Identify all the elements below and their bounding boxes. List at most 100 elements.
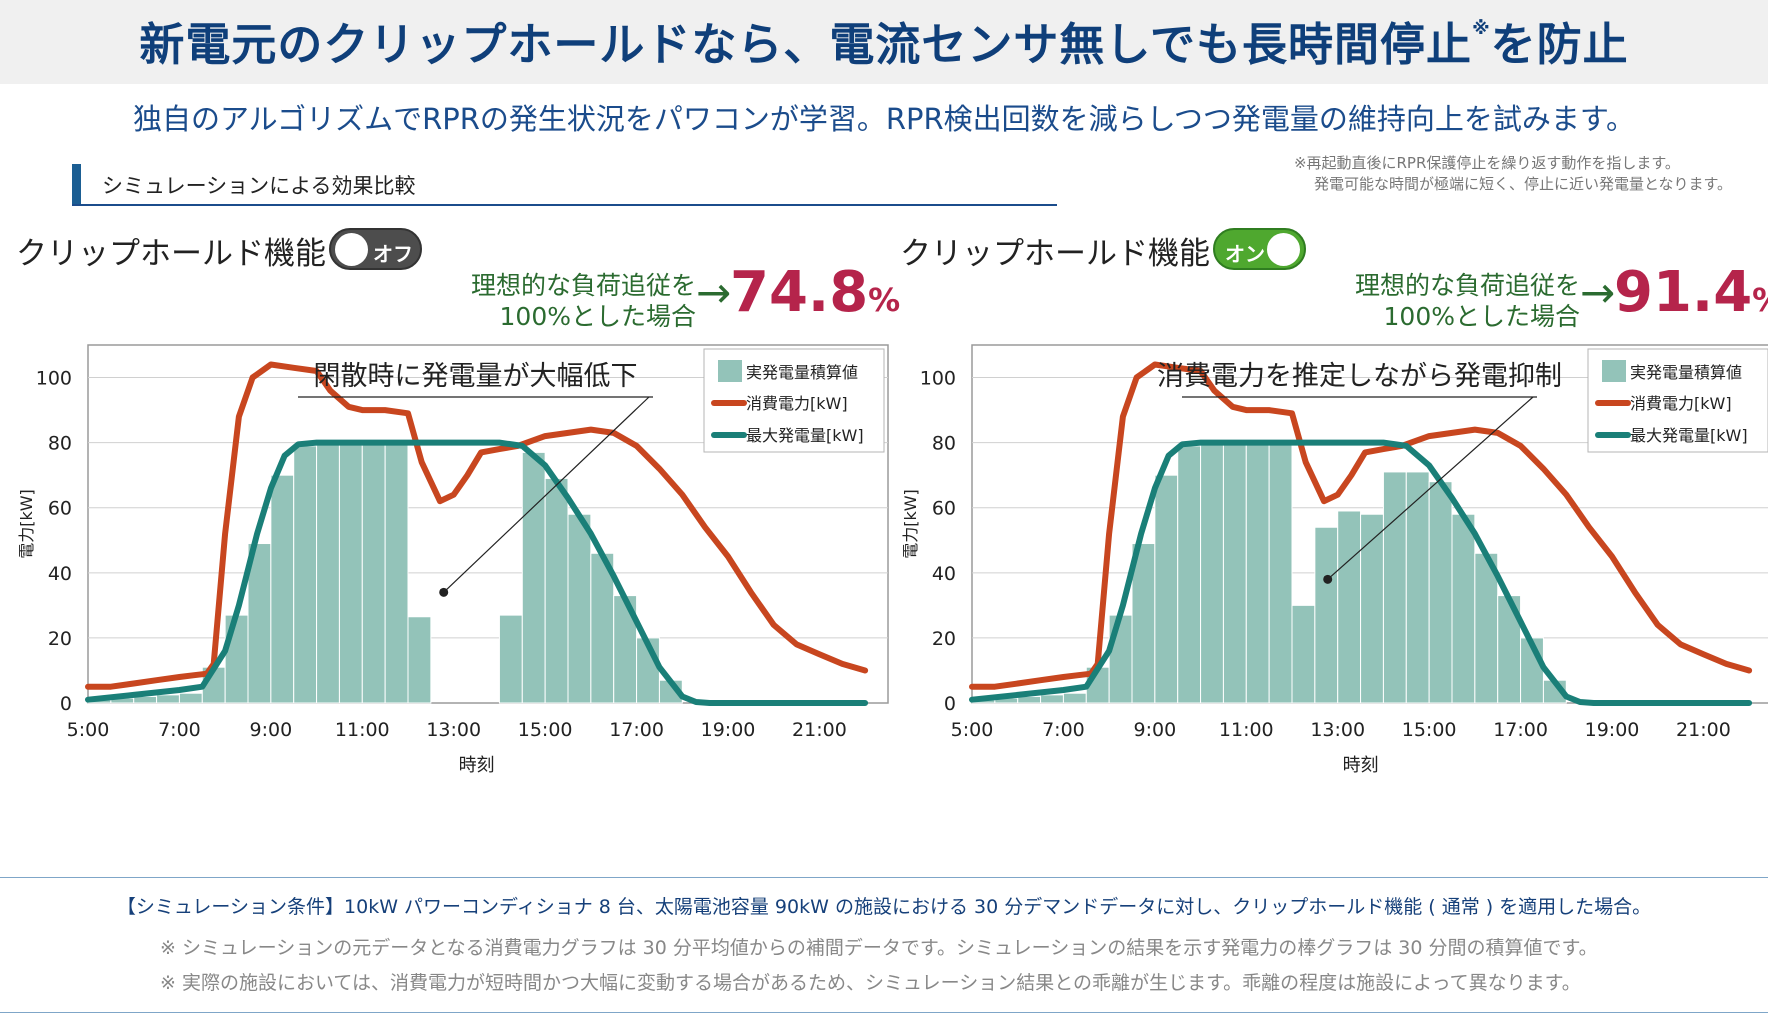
bar — [1451, 513, 1476, 704]
bar — [498, 614, 523, 704]
left-ratio-caption: 理想的な負荷追従を 100%とした場合 — [470, 271, 696, 331]
x-tick-label: 13:00 — [426, 719, 481, 741]
top-footnote-line1: ※再起動直後にRPR保護停止を繰り返す動作を指します。 — [1293, 154, 1680, 172]
left-chart: 0 20 40 60 80 100 5:00 7:00 9:00 11:00 13:00 15:00 1… — [0, 344, 889, 869]
right-function-label: クリップホールド機能 — [900, 236, 1210, 272]
y-tick-label: 20 — [48, 628, 72, 650]
x-axis-label: 時刻 — [1343, 755, 1379, 776]
toggle-label: オン — [1225, 242, 1265, 266]
legend-label: 実発電量積算値 — [746, 363, 858, 382]
bar — [1177, 445, 1202, 704]
legend-label: 最大発電量[kW] — [746, 426, 864, 445]
bar — [1062, 692, 1087, 704]
x-tick-label: 9:00 — [250, 719, 293, 741]
left-function-label: クリップホールド機能 — [16, 236, 326, 272]
bar — [1040, 694, 1064, 704]
simulation-condition: 【シミュレーション条件】10kW パワーコンディショナ 8 台、太陽電池容量 9… — [116, 896, 1652, 918]
y-tick-label: 40 — [48, 563, 72, 585]
bar — [384, 442, 409, 704]
y-tick-label: 0 — [60, 693, 72, 715]
annotation-leader — [1327, 396, 1534, 580]
annotation-leader — [443, 396, 650, 593]
right-ratio-value: 91.4% — [1614, 260, 1768, 325]
x-tick-label: 9:00 — [1134, 719, 1177, 741]
right-chart-svg: 0 20 40 60 80 100 5:00 7:00 9:00 11:00 13:00 15:00 1… — [901, 344, 1768, 776]
annotation-text: 消費電力を推定しながら発電抑制 — [1157, 361, 1562, 392]
x-tick-label: 11:00 — [335, 719, 390, 741]
footer-divider-top — [0, 877, 1768, 878]
y-tick-label: 100 — [920, 368, 956, 390]
legend-swatch-bar — [718, 360, 742, 382]
legend-label: 消費電力[kW] — [1630, 394, 1732, 413]
left-arrow-icon: → — [696, 268, 732, 317]
y-axis-label: 電力[kW] — [901, 489, 920, 559]
toggle-knob — [335, 233, 368, 266]
x-tick-label: 7:00 — [1042, 719, 1085, 741]
left-chart-svg: 0 20 40 60 80 100 5:00 7:00 9:00 11:00 13:00 15:00 1… — [17, 344, 889, 776]
y-tick-label: 20 — [932, 628, 956, 650]
page-subtitle: 独自のアルゴリズムでRPRの発生状況をパワコンが学習。RPR検出回数を減らしつつ… — [132, 102, 1636, 136]
y-axis-label: 電力[kW] — [17, 489, 36, 559]
legend-label: 最大発電量[kW] — [1630, 426, 1748, 445]
bar — [1222, 442, 1247, 704]
bar — [544, 477, 569, 704]
x-axis-label: 時刻 — [459, 755, 495, 776]
title-footnote-mark: ※ — [1472, 18, 1491, 39]
bar — [224, 614, 249, 704]
y-tick-label: 60 — [48, 498, 72, 520]
bar — [1154, 474, 1179, 704]
toggle-knob — [1267, 233, 1300, 266]
bar — [1428, 481, 1453, 704]
x-tick-label: 5:00 — [951, 719, 994, 741]
section-heading-label: シミュレーションによる効果比較 — [102, 174, 416, 198]
bar — [1360, 513, 1384, 704]
annotation-dot — [439, 587, 449, 597]
x-tick-label: 15:00 — [518, 719, 573, 741]
bar — [1200, 442, 1224, 704]
bar — [178, 692, 203, 704]
top-footnote-line2: 発電可能な時間が極端に短く、停止に近い発電量となります。 — [1313, 175, 1732, 193]
bar — [338, 442, 363, 704]
y-tick-label: 0 — [944, 693, 956, 715]
toggle-label: オフ — [373, 242, 413, 266]
x-tick-label: 11:00 — [1219, 719, 1274, 741]
section-heading: シミュレーションによる効果比較 — [72, 164, 1057, 206]
page-title: 新電元のクリップホールドなら、電流センサ無しでも長時間停止※を防止 — [139, 18, 1629, 71]
bar — [293, 445, 318, 704]
bar — [1108, 614, 1133, 704]
bar — [1382, 471, 1407, 704]
x-tick-label: 13:00 — [1310, 719, 1365, 741]
x-tick-label: 19:00 — [1585, 719, 1640, 741]
x-tick-label: 19:00 — [701, 719, 756, 741]
annotation-text: 閑散時に発電量が大幅低下 — [314, 361, 638, 392]
y-tick-label: 100 — [36, 368, 72, 390]
x-tick-label: 21:00 — [792, 719, 847, 741]
right-chart: 0 20 40 60 80 100 5:00 7:00 9:00 11:00 13:00 15:00 1… — [884, 344, 1768, 869]
top-footnote: ※再起動直後にRPR保護停止を繰り返す動作を指します。 発電可能な時間が極端に短… — [1294, 153, 1732, 195]
bar — [1268, 442, 1293, 704]
bar — [156, 694, 180, 704]
footer-note-2: ※ 実際の施設においては、消費電力が短時間かつ大幅に変動する場合があるため、シミ… — [160, 972, 1581, 994]
y-tick-label: 60 — [932, 498, 956, 520]
left-toggle-switch[interactable]: オフ — [329, 228, 422, 270]
title-bar — [0, 0, 1768, 84]
left-ratio-value: 74.8% — [730, 260, 901, 325]
x-tick-label: 21:00 — [1676, 719, 1731, 741]
bar — [361, 442, 386, 704]
legend-label: 消費電力[kW] — [746, 394, 848, 413]
right-toggle-switch[interactable]: オン — [1213, 228, 1306, 270]
footer-divider-bottom — [0, 1012, 1768, 1013]
bar — [1291, 604, 1316, 704]
x-tick-label: 5:00 — [67, 719, 110, 741]
x-tick-label: 15:00 — [1402, 719, 1457, 741]
bar — [1314, 526, 1339, 704]
right-arrow-icon: → — [1580, 268, 1616, 317]
bar — [1245, 442, 1270, 704]
bar — [1337, 510, 1362, 704]
bar — [521, 451, 546, 704]
annotation-dot — [1323, 574, 1333, 584]
right-ratio-caption: 理想的な負荷追従を 100%とした場合 — [1354, 271, 1580, 331]
x-tick-label: 7:00 — [158, 719, 201, 741]
footer-note-1: ※ シミュレーションの元データとなる消費電力グラフは 30 分平均値からの補間デ… — [160, 937, 1598, 959]
legend-label: 実発電量積算値 — [1630, 363, 1742, 382]
